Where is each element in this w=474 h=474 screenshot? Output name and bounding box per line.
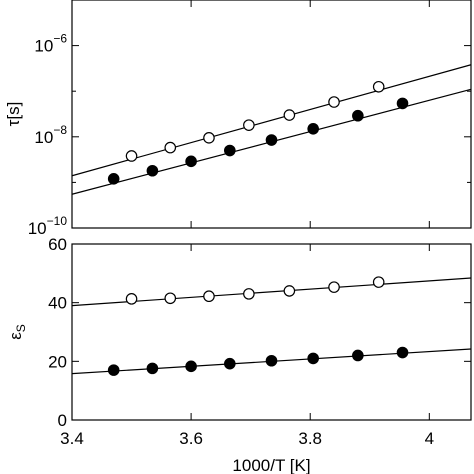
tau-y-tick-label-exponent: −6 xyxy=(53,32,67,46)
tau-fit-lines xyxy=(71,64,472,195)
tau-open-circle-point xyxy=(203,132,215,144)
x-axis-label: 1000/T [K] xyxy=(232,456,310,474)
tau-y-tick-label: 10−10 xyxy=(28,214,68,238)
tau-y-axis-label: τ[s] xyxy=(4,102,23,127)
epsilon-fit-line-open xyxy=(71,277,472,307)
tau-filled-circle-point xyxy=(224,144,236,157)
tau-filled-circle-point xyxy=(352,109,364,122)
tau-y-tick-label-base: 10 xyxy=(34,128,53,147)
epsilon-y-tick-label: 20 xyxy=(48,352,67,371)
tau-y-tick-label-exponent: −10 xyxy=(47,214,68,228)
tau-filled-circle-point xyxy=(396,97,409,110)
tau-open-circle-point xyxy=(283,109,296,121)
epsilon-plot-frame xyxy=(71,243,472,421)
epsilon-y-tick-labels: 0 20 40 60 xyxy=(48,235,67,430)
epsilon-open-circle-point xyxy=(125,293,138,305)
tau-y-tick-label-base: 10 xyxy=(28,219,47,238)
epsilon-open-circle-point xyxy=(328,281,340,293)
x-tick-labels: 3.4 3.6 3.8 4 xyxy=(60,429,434,448)
x-tick-label: 3.4 xyxy=(60,429,84,448)
epsilon-open-circle-point xyxy=(283,285,296,297)
tau-filled-circle-point xyxy=(185,155,197,168)
epsilon-open-circle-point xyxy=(203,290,215,303)
tau-y-tick-label: 10−6 xyxy=(34,32,67,56)
tau-open-circle-point xyxy=(328,96,340,108)
epsilon-filled-circle-point xyxy=(107,364,120,376)
epsilon-filled-circle-point xyxy=(146,362,159,375)
tau-open-circle-point xyxy=(372,80,385,93)
epsilon-data-points xyxy=(107,276,409,376)
epsilon-open-circle-point xyxy=(372,276,385,288)
epsilon-filled-circle-point xyxy=(265,354,278,367)
epsilon-filled-circle-point xyxy=(307,352,319,365)
epsilon-y-tick-label: 40 xyxy=(48,294,67,313)
x-tick-label: 3.6 xyxy=(179,429,203,448)
epsilon-filled-circle-point xyxy=(396,346,409,359)
tau-y-tick-label-base: 10 xyxy=(34,37,53,56)
epsilon-axis-ticks xyxy=(71,243,471,421)
epsilon-filled-circle-point xyxy=(352,349,364,362)
epsilon-panel: 0 20 40 60 3.4 3.6 3.8 4 εS 1000/T [K] xyxy=(6,235,472,474)
tau-fit-line-open xyxy=(71,64,472,177)
epsilon-filled-circle-point xyxy=(224,357,236,370)
tau-open-circle-point xyxy=(164,141,177,154)
tau-filled-circle-point xyxy=(146,164,159,177)
epsilon-open-circle-point xyxy=(164,292,177,305)
tau-data-points xyxy=(107,80,409,185)
tau-open-circle-point xyxy=(125,150,138,162)
tau-open-circle-point xyxy=(243,119,255,131)
epsilon-y-axis-label-sub: S xyxy=(14,324,28,332)
tau-y-tick-label-exponent: −8 xyxy=(53,123,67,137)
tau-filled-circle-point xyxy=(265,134,278,146)
epsilon-y-tick-label: 60 xyxy=(48,235,67,254)
epsilon-open-circle-point xyxy=(243,288,255,300)
epsilon-filled-circle-point xyxy=(185,360,197,373)
tau-plot-frame xyxy=(71,0,472,229)
tau-filled-circle-point xyxy=(307,122,319,135)
epsilon-y-tick-label: 0 xyxy=(58,411,67,430)
x-tick-label: 3.8 xyxy=(298,429,322,448)
epsilon-y-axis-label: εS xyxy=(6,324,28,340)
x-tick-label: 4 xyxy=(425,429,434,448)
epsilon-y-axis-label-main: ε xyxy=(6,332,25,340)
tau-filled-circle-point xyxy=(107,172,120,185)
tau-axis-ticks xyxy=(71,0,471,229)
tau-y-tick-label: 10−8 xyxy=(34,123,67,147)
